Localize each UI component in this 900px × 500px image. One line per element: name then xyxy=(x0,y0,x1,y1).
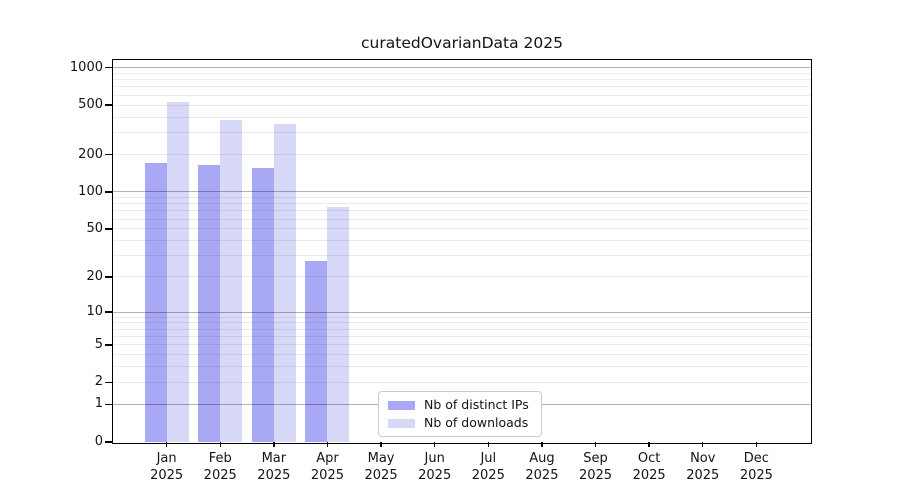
plot-area: 0 1 2 5 10 20 50 100 200 500 1000 Jan 2025 Feb 2025 Mar… xyxy=(70,59,812,483)
x-tick-month: Dec xyxy=(743,451,769,466)
y-tick-5 xyxy=(105,344,112,346)
x-tick-month: Aug xyxy=(529,451,555,466)
y-tick-1000 xyxy=(105,66,112,69)
x-tick-year: 2025 xyxy=(632,467,666,483)
x-tick-jul xyxy=(487,442,489,447)
x-tick-label-aug: Aug 2025 xyxy=(514,451,570,484)
x-tick-oct xyxy=(648,442,650,447)
x-tick-label-nov: Nov 2025 xyxy=(675,451,731,484)
bar-distinct-ips-feb xyxy=(198,164,221,442)
legend-label-distinct-ips: Nb of distinct IPs xyxy=(424,397,529,412)
bar-downloads-jan xyxy=(166,101,189,442)
y-tick-500 xyxy=(105,104,112,106)
x-tick-month: Sep xyxy=(583,451,608,466)
x-tick-label-mar: Mar 2025 xyxy=(246,451,302,484)
legend: Nb of distinct IPs Nb of downloads xyxy=(378,391,542,437)
y-tick-label-500: 500 xyxy=(78,97,103,113)
x-tick-month: Jun xyxy=(424,451,445,466)
x-tick-label-jun: Jun 2025 xyxy=(407,451,463,484)
x-tick-label-feb: Feb 2025 xyxy=(192,451,248,484)
y-tick-label-20: 20 xyxy=(86,268,103,284)
x-tick-year: 2025 xyxy=(203,467,237,483)
x-tick-month: Apr xyxy=(316,451,339,466)
bar-distinct-ips-apr xyxy=(305,261,328,442)
x-tick-year: 2025 xyxy=(471,467,505,483)
x-tick-month: May xyxy=(367,451,395,466)
x-tick-jan xyxy=(165,442,168,447)
x-tick-year: 2025 xyxy=(525,467,559,483)
x-tick-dec xyxy=(755,442,758,447)
bars-layer xyxy=(113,60,811,443)
y-tick-label-0: 0 xyxy=(94,434,103,449)
x-tick-month: Jul xyxy=(480,451,497,466)
y-tick-100 xyxy=(105,191,112,193)
legend-item-distinct-ips: Nb of distinct IPs xyxy=(388,398,532,412)
y-tick-label-1: 1 xyxy=(94,396,103,412)
x-tick-month: Oct xyxy=(637,451,661,466)
x-tick-label-apr: Apr 2025 xyxy=(299,451,355,484)
x-tick-nov xyxy=(702,442,704,447)
x-tick-year: 2025 xyxy=(739,467,773,483)
y-tick-20 xyxy=(105,276,112,278)
x-tick-may xyxy=(380,442,382,447)
legend-item-downloads: Nb of downloads xyxy=(388,416,532,430)
y-tick-label-50: 50 xyxy=(86,220,103,236)
chart-title: curatedOvarianData 2025 xyxy=(361,34,563,52)
y-tick-label-5: 5 xyxy=(94,336,103,352)
y-tick-200 xyxy=(105,153,112,156)
bar-distinct-ips-mar xyxy=(251,168,274,442)
legend-swatch-distinct-ips xyxy=(388,400,415,410)
x-tick-label-jan: Jan 2025 xyxy=(139,451,195,484)
y-tick-label-2: 2 xyxy=(94,374,103,390)
x-tick-feb xyxy=(219,442,221,447)
x-tick-month: Mar xyxy=(261,451,287,466)
x-tick-year: 2025 xyxy=(418,467,452,483)
x-tick-year: 2025 xyxy=(364,467,398,483)
x-tick-label-jul: Jul 2025 xyxy=(460,451,516,484)
y-tick-50 xyxy=(105,228,112,230)
bar-downloads-apr xyxy=(327,207,350,442)
x-tick-year: 2025 xyxy=(578,467,613,483)
tick-layer: 0 1 2 5 10 20 50 100 200 500 1000 Jan 2025 Feb 2025 Mar… xyxy=(70,60,811,483)
x-tick-label-oct: Oct 2025 xyxy=(621,451,677,484)
x-tick-month: Nov xyxy=(690,451,716,466)
x-tick-year: 2025 xyxy=(150,467,184,483)
y-tick-label-1000: 1000 xyxy=(69,59,103,75)
legend-swatch-downloads xyxy=(388,418,415,428)
x-tick-label-dec: Dec 2025 xyxy=(728,451,784,484)
y-tick-1 xyxy=(105,403,112,406)
x-tick-jun xyxy=(433,442,436,447)
y-tick-label-10: 10 xyxy=(86,304,103,320)
x-tick-aug xyxy=(541,442,543,447)
x-tick-month: Jan xyxy=(156,451,177,466)
x-tick-sep xyxy=(594,442,597,447)
y-tick-10 xyxy=(105,311,112,313)
x-tick-label-may: May 2025 xyxy=(353,451,409,484)
bar-distinct-ips-jan xyxy=(144,163,167,442)
y-tick-0 xyxy=(105,441,112,443)
legend-label-downloads: Nb of downloads xyxy=(424,415,529,430)
bar-downloads-feb xyxy=(220,119,243,442)
y-tick-label-100: 100 xyxy=(78,183,103,199)
x-tick-year: 2025 xyxy=(310,467,344,483)
x-tick-label-sep: Sep 2025 xyxy=(568,451,624,484)
x-tick-month: Feb xyxy=(208,451,232,466)
y-tick-2 xyxy=(105,381,112,384)
x-tick-year: 2025 xyxy=(686,467,720,483)
x-tick-mar xyxy=(273,442,275,447)
y-tick-label-200: 200 xyxy=(78,146,103,162)
x-tick-year: 2025 xyxy=(257,467,291,483)
x-tick-apr xyxy=(326,442,329,447)
